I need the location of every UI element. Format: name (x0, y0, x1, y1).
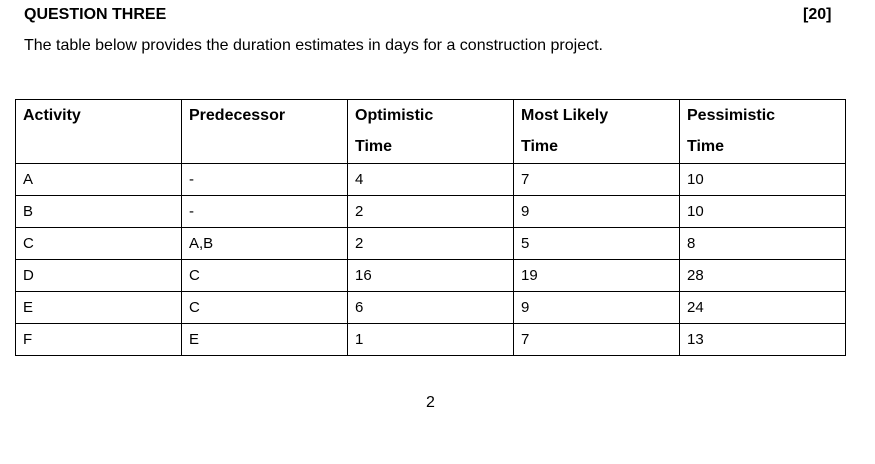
column-header-text: Most Likely Time (521, 107, 609, 155)
column-header-text: Optimistic Time (355, 107, 434, 155)
table-row: C A,B 2 5 8 (15, 227, 846, 260)
table-row: B -2 9 10 (15, 195, 846, 228)
table-cell: - (181, 195, 348, 228)
table-cell: C (181, 291, 348, 324)
table-cell: 9 (513, 195, 680, 228)
column-header-text: Pessimistic Time (687, 107, 776, 155)
table-row: F E 1 7 13 (15, 323, 846, 356)
table-cell: C (181, 259, 348, 292)
table-cell: B (15, 195, 182, 228)
column-header-text: Activity (23, 107, 81, 124)
table-cell: 13 (679, 323, 846, 356)
table-cell: 9 (513, 291, 680, 324)
column-header: Activity (15, 99, 182, 164)
table-cell: A (15, 163, 182, 196)
table-cell: 2 (347, 195, 514, 228)
duration-table: Activity Predecessor Optimistic Time Most L… (15, 99, 846, 356)
table-cell: 7 (513, 323, 680, 356)
question-title: QUESTION THREE (24, 6, 167, 23)
table-cell: D (15, 259, 182, 292)
table-cell: 7 (513, 163, 680, 196)
table-cell: 28 (679, 259, 846, 292)
table-cell: 1 (347, 323, 514, 356)
column-header: Predecessor (181, 99, 348, 164)
table-row: D C 16 19 28 (15, 259, 846, 292)
intro-text: The table below provides the duration es… (24, 37, 603, 54)
table-cell: 5 (513, 227, 680, 260)
table-cell: 4 (347, 163, 514, 196)
table-row: E C 6 9 24 (15, 291, 846, 324)
table-cell: 24 (679, 291, 846, 324)
marks: [20] (803, 6, 832, 23)
header-row: Activity Predecessor Optimistic Time Most L… (15, 99, 846, 164)
column-header: Optimistic Time (347, 99, 514, 164)
table-cell: 8 (679, 227, 846, 260)
table-body: A -4 7 10 B -2 9 10 C A,B 2 5 8 D C 16 19 28 E C 6 9 24 F E 1 7 13 (15, 163, 846, 356)
table-cell: 10 (679, 163, 846, 196)
column-header-text: Predecessor (189, 107, 286, 124)
page-number: 2 (426, 394, 435, 411)
table-cell: E (181, 323, 348, 356)
table-cell: 2 (347, 227, 514, 260)
table-cell: E (15, 291, 182, 324)
table-cell: 16 (347, 259, 514, 292)
table-cell: C (15, 227, 182, 260)
table-cell: A,B (181, 227, 348, 260)
table-cell: 6 (347, 291, 514, 324)
table-cell: 10 (679, 195, 846, 228)
column-header: Pessimistic Time (679, 99, 846, 164)
table-cell: - (181, 163, 348, 196)
table-cell: F (15, 323, 182, 356)
table-row: A -4 7 10 (15, 163, 846, 196)
column-header: Most Likely Time (513, 99, 680, 164)
table-cell: 19 (513, 259, 680, 292)
